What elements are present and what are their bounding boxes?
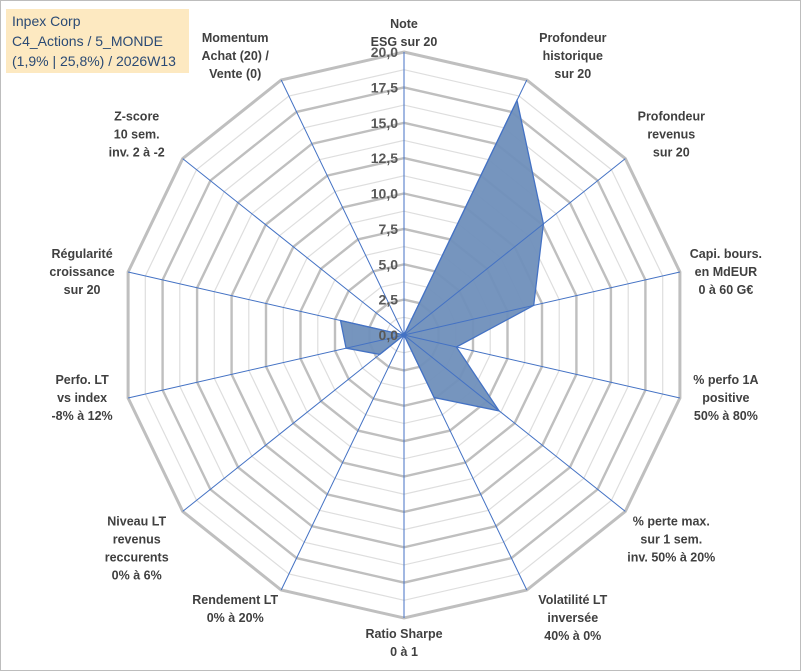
axis-spoke: [403, 158, 626, 336]
axis-label: Régularité croissance sur 20: [49, 247, 114, 297]
tick-label: 2,5: [379, 292, 399, 308]
tick-label: 12,5: [371, 150, 398, 166]
axis-label: Volatilité LT inversée 40% à 0%: [538, 593, 607, 643]
axis-label: Rendement LT 0% à 20%: [192, 593, 278, 625]
axis-label: Capi. bours. en MdEUR 0 à 60 G€: [690, 247, 762, 297]
axis-spoke: [403, 334, 528, 591]
axis-spoke: [403, 79, 528, 336]
portfolio-category: C4_Actions / 5_MONDE: [12, 33, 163, 49]
axis-label: Profondeur historique sur 20: [539, 31, 606, 81]
axis-spoke: [403, 271, 681, 336]
axis-label: Ratio Sharpe 0 à 1: [365, 627, 442, 659]
tick-label: 0,0: [379, 327, 399, 343]
axis-spoke: [403, 334, 681, 399]
tick-label: 20,0: [371, 44, 398, 60]
axis-label: Perfo. LT vs index -8% à 12%: [52, 373, 113, 423]
axis-label: Note ESG sur 20: [371, 17, 438, 49]
axis-spoke: [127, 334, 405, 399]
performance-week: (1,9% | 25,8%) / 2026W13: [12, 53, 176, 69]
axis-label: Profondeur revenus sur 20: [638, 110, 705, 160]
axis-spoke: [127, 271, 405, 336]
axis-label: Z-score 10 sem. inv. 2 à -2: [109, 110, 165, 160]
tick-label: 10,0: [371, 186, 398, 202]
axis-label: Niveau LT revenus reccurents 0% à 6%: [105, 514, 169, 582]
tick-label: 15,0: [371, 115, 398, 131]
company-name: Inpex Corp: [12, 13, 81, 29]
info-box: Inpex Corp C4_Actions / 5_MONDE (1,9% | …: [6, 9, 189, 73]
axis-spoke: [182, 334, 405, 512]
data-area: [339, 98, 545, 412]
axis-spoke: [403, 334, 626, 512]
axis-label: % perfo 1A positive 50% à 80%: [693, 373, 758, 423]
tick-label: 7,5: [379, 221, 399, 237]
axis-spoke: [182, 158, 405, 336]
axis-label: % perte max. sur 1 sem. inv. 50% à 20%: [627, 514, 715, 564]
tick-label: 5,0: [379, 256, 399, 272]
axis-spoke: [280, 79, 405, 336]
tick-label: 17,5: [371, 79, 398, 95]
axis-label: Momentum Achat (20) / Vente (0): [202, 31, 270, 81]
axis-spoke: [280, 334, 405, 591]
